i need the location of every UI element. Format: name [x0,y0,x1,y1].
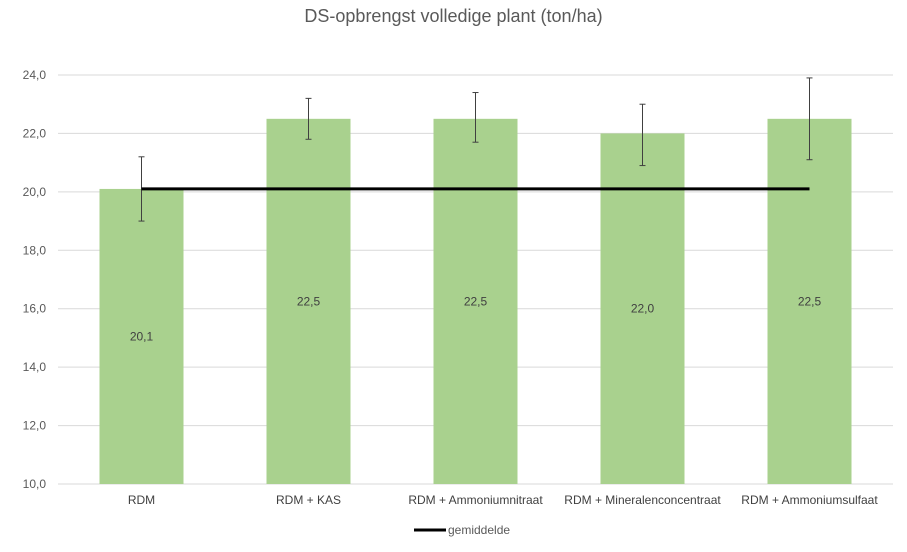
data-label: 20,1 [130,329,154,343]
y-tick-label: 16,0 [23,302,47,316]
data-label: 22,5 [297,294,321,308]
data-label: 22,5 [464,294,488,308]
chart-title: DS-opbrengst volledige plant (ton/ha) [304,6,603,26]
bar [266,118,351,485]
bar [600,133,685,484]
y-tick-label: 20,0 [23,185,47,199]
y-tick-label: 18,0 [23,243,47,257]
y-tick-label: 12,0 [23,419,47,433]
x-tick-label: RDM + Ammoniumnitraat [408,493,543,507]
x-tick-label: RDM + KAS [276,493,341,507]
bar [99,188,184,484]
legend-label: gemiddelde [448,523,510,537]
x-tick-label: RDM [128,493,155,507]
bar [767,118,852,485]
x-tick-label: RDM + Mineralenconcentraat [564,493,721,507]
data-label: 22,0 [631,302,655,316]
bar [433,118,518,485]
y-tick-label: 22,0 [23,126,47,140]
y-tick-label: 14,0 [23,360,47,374]
x-tick-label: RDM + Ammoniumsulfaat [741,493,878,507]
y-tick-label: 24,0 [23,68,47,82]
y-tick-label: 10,0 [23,477,47,491]
data-label: 22,5 [798,294,822,308]
